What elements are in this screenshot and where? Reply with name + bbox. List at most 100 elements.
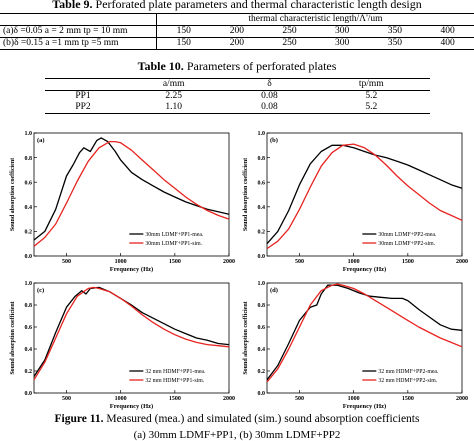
table-cell: 350 <box>369 38 422 50</box>
figure-caption-text: Measured (mea.) and simulated (sim.) sou… <box>106 413 419 425</box>
figure-caption-line2: (a) 30mm LDMF+PP1, (b) 30mm LDMF+PP2 <box>0 429 474 441</box>
legend-label: 32 mm HDMF+PP2-sim. <box>378 378 437 384</box>
panel-label: (c) <box>37 287 44 294</box>
y-axis-label: Sound absorption coefficient <box>243 301 249 374</box>
table-cell: 250 <box>263 38 316 50</box>
x-tick-label: 1500 <box>402 396 414 402</box>
y-tick-label: 0.0 <box>258 254 266 260</box>
table9-corner <box>0 14 157 26</box>
table-cell: 2.25 <box>121 91 226 103</box>
y-tick-label: 0.4 <box>258 205 266 211</box>
y-tick-label: 0.0 <box>25 254 33 260</box>
y-tick-label: 0.8 <box>258 156 266 162</box>
x-axis-label: Frequency (Hz) <box>343 266 386 273</box>
legend-label: 30mm LDMF+PP1-mea. <box>145 232 204 238</box>
table-cell: 150 <box>157 26 211 38</box>
table10-header-empty <box>45 79 121 91</box>
series-line <box>267 145 462 243</box>
series-line <box>34 287 229 379</box>
table10-label: Table 10. <box>138 59 184 73</box>
y-tick-label: 0.2 <box>258 369 266 375</box>
table9-row-name: (a)δ =0.05 a = 2 mm tp = 10 mm <box>0 26 157 38</box>
table-row: PP1 2.25 0.08 5.2 <box>45 91 430 103</box>
plot-frame <box>267 283 462 393</box>
x-tick-label: 500 <box>62 259 71 265</box>
x-tick-label: 1000 <box>348 259 360 265</box>
legend-label: 32 mm HDMF+PP2-mea. <box>378 369 439 375</box>
y-tick-label: 0.8 <box>258 303 266 309</box>
x-tick-label: 2000 <box>456 259 468 265</box>
legend-label: 30mm LDMF+PP1-sim. <box>145 241 202 247</box>
table-cell: PP2 <box>45 102 121 114</box>
panel-label: (d) <box>270 287 278 294</box>
table10-header-tp: tp/mm <box>313 79 430 91</box>
x-tick-label: 1000 <box>115 396 127 402</box>
x-tick-label: 500 <box>295 259 304 265</box>
y-tick-label: 0.0 <box>25 391 33 397</box>
y-tick-label: 1.0 <box>25 281 33 287</box>
table-row: (b)δ =0.15 a =1 mm tp =5 mm 150 200 250 … <box>0 38 474 50</box>
chart-panel-a: (a) 0.0 0.2 0.4 0.6 0.8 1.0 500 1000 1500 2000 Freq… <box>4 127 237 275</box>
table-cell: 0.08 <box>226 102 312 114</box>
table9-row-name: (b)δ =0.15 a =1 mm tp =5 mm <box>0 38 157 50</box>
legend-label: 32 mm HDMF+PP1-sim. <box>145 378 204 384</box>
y-tick-label: 1.0 <box>258 131 266 137</box>
table-cell: 150 <box>157 38 211 50</box>
series-line <box>267 284 462 382</box>
y-tick-label: 0.2 <box>258 230 266 236</box>
series-line <box>34 142 229 247</box>
table9: thermal characteristic length/Λ'/um (a)δ… <box>0 13 474 50</box>
x-tick-label: 1500 <box>169 396 181 402</box>
table-cell: 300 <box>316 38 369 50</box>
x-axis-label: Frequency (Hz) <box>343 403 386 410</box>
x-tick-label: 2000 <box>456 396 468 402</box>
x-tick-label: 2000 <box>223 259 235 265</box>
y-tick-label: 0.6 <box>258 180 266 186</box>
x-tick-label: 500 <box>62 396 71 402</box>
y-tick-label: 0.8 <box>25 303 33 309</box>
x-axis-label: Frequency (Hz) <box>110 266 153 273</box>
table-cell: 250 <box>263 26 316 38</box>
table-row: (a)δ =0.05 a = 2 mm tp = 10 mm 150 200 2… <box>0 26 474 38</box>
x-tick-label: 2000 <box>223 396 235 402</box>
table-cell: 200 <box>210 26 263 38</box>
y-tick-label: 1.0 <box>258 281 266 287</box>
panel-label: (a) <box>37 137 45 144</box>
table9-header: thermal characteristic length/Λ'/um <box>157 14 474 26</box>
x-tick-label: 1000 <box>115 259 127 265</box>
x-axis-label: Frequency (Hz) <box>110 403 153 410</box>
y-tick-label: 0.4 <box>25 347 33 353</box>
table10-header-delta: δ <box>226 79 312 91</box>
table-row: PP2 1.10 0.08 5.2 <box>45 102 430 114</box>
y-tick-label: 0.6 <box>25 325 33 331</box>
y-tick-label: 1.0 <box>25 131 33 137</box>
table-cell: PP1 <box>45 91 121 103</box>
table-cell: 300 <box>316 26 369 38</box>
y-tick-label: 0.0 <box>258 391 266 397</box>
table10-caption: Table 10. Parameters of perforated plate… <box>0 59 474 74</box>
x-tick-label: 1500 <box>169 259 181 265</box>
y-tick-label: 0.6 <box>258 325 266 331</box>
y-axis-label: Sound absorption coefficient <box>10 158 16 231</box>
y-tick-label: 0.6 <box>25 180 33 186</box>
table10: a/mm δ tp/mm PP1 2.25 0.08 5.2 PP2 1.10 … <box>45 78 430 114</box>
y-tick-label: 0.8 <box>25 156 33 162</box>
x-tick-label: 500 <box>295 396 304 402</box>
series-line <box>34 287 229 376</box>
chart-a-svg: (a) 0.0 0.2 0.4 0.6 0.8 1.0 500 1000 1500 2000 Freq… <box>4 127 237 275</box>
figure-label: Figure 11. <box>55 413 104 425</box>
y-axis-label: Sound absorption coefficient <box>10 301 16 374</box>
y-tick-label: 0.4 <box>25 205 33 211</box>
y-tick-label: 0.2 <box>25 230 33 236</box>
legend-label: 32 mm HDMF+PP1-mea. <box>145 369 206 375</box>
table9-caption: Table 9. Perforated plate parameters and… <box>0 0 474 12</box>
legend-label: 30mm LDMF+PP2-mea. <box>378 232 437 238</box>
x-tick-label: 1500 <box>402 259 414 265</box>
table-cell: 400 <box>421 26 474 38</box>
series-line <box>34 138 229 240</box>
